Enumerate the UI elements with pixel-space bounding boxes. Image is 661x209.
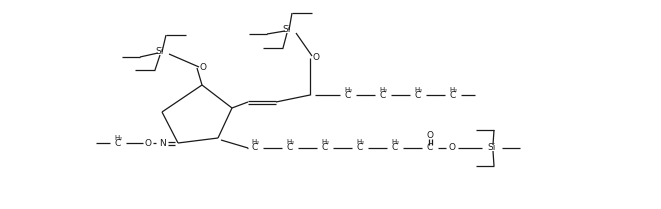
Text: O: O — [200, 64, 206, 73]
Text: C: C — [415, 90, 421, 99]
Text: C: C — [427, 144, 433, 153]
Text: H₂: H₂ — [379, 87, 387, 93]
Text: N: N — [159, 139, 165, 148]
Text: H₂: H₂ — [391, 139, 399, 145]
Text: O: O — [426, 131, 434, 140]
Text: H₂: H₂ — [449, 87, 457, 93]
Text: O: O — [449, 144, 455, 153]
Text: C: C — [287, 144, 293, 153]
Text: C: C — [450, 90, 456, 99]
Text: H₂: H₂ — [321, 139, 329, 145]
Text: C: C — [252, 144, 258, 153]
Text: C: C — [322, 144, 328, 153]
Text: H₂: H₂ — [356, 139, 364, 145]
Text: C: C — [380, 90, 386, 99]
Text: Si: Si — [488, 144, 496, 153]
Text: C: C — [115, 139, 121, 148]
Text: O: O — [313, 54, 319, 62]
Text: H₂: H₂ — [286, 139, 294, 145]
Text: Si: Si — [283, 25, 292, 34]
Text: Si: Si — [156, 47, 164, 56]
Text: H₂: H₂ — [114, 135, 122, 140]
Text: H₂: H₂ — [414, 87, 422, 93]
Text: H₂: H₂ — [251, 139, 259, 145]
Text: H₂: H₂ — [344, 87, 352, 93]
Text: C: C — [392, 144, 398, 153]
Text: C: C — [345, 90, 351, 99]
Text: C: C — [357, 144, 363, 153]
Text: O: O — [145, 139, 151, 148]
